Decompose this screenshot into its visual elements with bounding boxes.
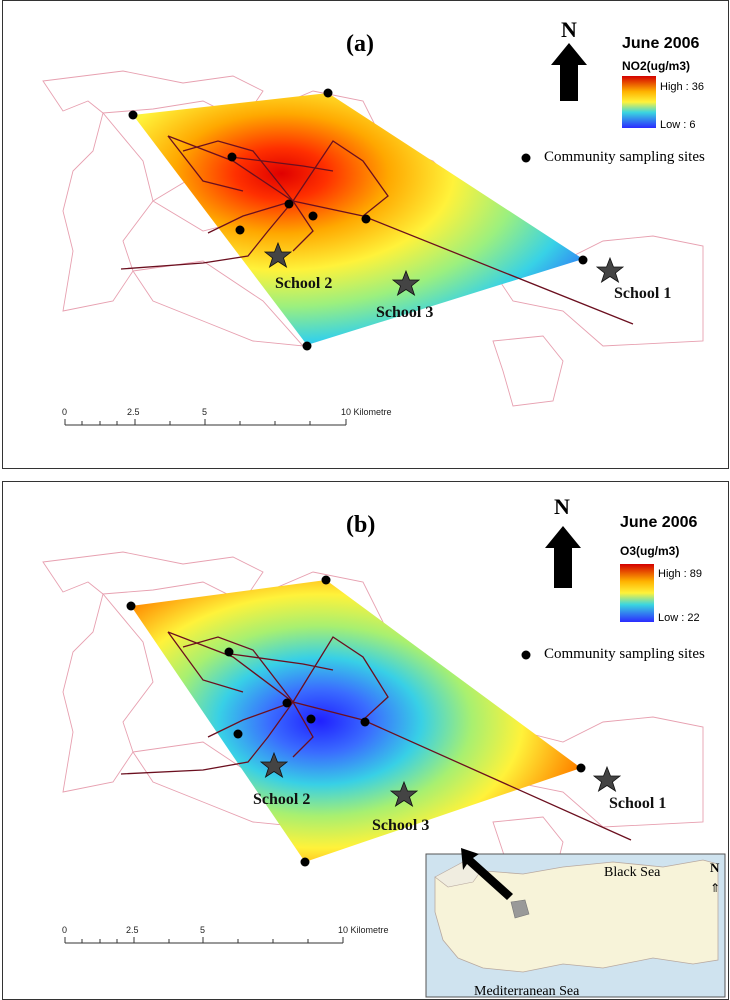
- sampling-site: [361, 214, 371, 224]
- north-letter: N: [561, 17, 577, 42]
- scale-tick-5: 5: [200, 925, 205, 935]
- sampling-site: [323, 88, 333, 98]
- panel-label-a: (a): [346, 31, 374, 57]
- legend-low: Low : 22: [658, 612, 700, 624]
- legend-color-ramp: [620, 564, 654, 622]
- sampling-site: [306, 714, 316, 724]
- sampling-sites: [128, 88, 588, 351]
- school-2-label: School 2: [275, 275, 332, 292]
- sampling-sites: [126, 575, 586, 867]
- sampling-site: [578, 255, 588, 265]
- school-3-label: School 3: [372, 817, 429, 834]
- sampling-site: [360, 717, 370, 727]
- inset-mediterranean-sea: Mediterranean Sea: [474, 984, 580, 999]
- sampling-site: [224, 647, 234, 657]
- sampling-site: [321, 575, 331, 585]
- scale-bar: [64, 419, 347, 426]
- scale-tick-2-5: 2.5: [127, 407, 140, 417]
- panel-label-b: (b): [346, 512, 376, 538]
- no2-interpolation-surface: [133, 93, 583, 345]
- scale-tick-10: 10 Kilometre: [341, 407, 392, 417]
- o3-interpolation-surface: [131, 580, 581, 862]
- sampling-site: [126, 601, 136, 611]
- legend-color-ramp: [622, 76, 656, 128]
- sampling-site: [282, 698, 292, 708]
- no2-map-svg: School 2 School 3 School 1 0 2.5 5 10 Ki…: [42, 43, 704, 426]
- sampling-site: [235, 225, 245, 235]
- map-panel-o3: School 2 School 3 School 1 Black Sea Med…: [2, 481, 729, 1000]
- legend-high: High : 89: [658, 568, 703, 580]
- north-arrow-icon: [551, 43, 587, 101]
- school-1-label: School 1: [609, 795, 666, 812]
- legend-sampling-site-symbol: [521, 153, 531, 163]
- district-boundaries: [42, 551, 704, 888]
- school-1-label: School 1: [614, 285, 671, 302]
- scale-bar: [64, 937, 344, 944]
- inset-arrow-icon: [461, 848, 513, 900]
- inset-map: [425, 848, 726, 998]
- school-1-star: [595, 256, 625, 283]
- road-network: [120, 135, 634, 325]
- school-2-label: School 2: [253, 791, 310, 808]
- inset-north-arrow-icon: ⇑: [710, 881, 720, 895]
- legend-variable: NO2(ug/m3): [622, 59, 691, 73]
- sampling-site: [308, 211, 318, 221]
- legend-sampling-sites: Community sampling sites: [544, 646, 705, 662]
- map-panel-no2: School 2 School 3 School 1 0 2.5 5 10 Ki…: [2, 0, 729, 469]
- sampling-site: [302, 341, 312, 351]
- sampling-site: [233, 729, 243, 739]
- sampling-site: [284, 199, 294, 209]
- legend-high: High : 36: [660, 81, 705, 93]
- inset-black-sea: Black Sea: [604, 865, 661, 880]
- sampling-site: [227, 152, 237, 162]
- legend-sampling-sites: Community sampling sites: [544, 149, 705, 165]
- road-network: [120, 631, 632, 841]
- school-2-star: [259, 751, 289, 778]
- legend-date: June 2006: [622, 35, 700, 52]
- school-3-star: [391, 269, 421, 296]
- inset-north-letter: N: [710, 860, 720, 875]
- scale-tick-5: 5: [202, 407, 207, 417]
- sampling-site: [128, 110, 138, 120]
- legend-date: June 2006: [620, 514, 698, 531]
- scale-tick-0: 0: [62, 407, 67, 417]
- scale-tick-0: 0: [62, 925, 67, 935]
- legend-variable: O3(ug/m3): [620, 544, 680, 558]
- o3-map-svg: School 2 School 3 School 1 Black Sea Med…: [42, 526, 726, 999]
- school-3-label: School 3: [376, 304, 433, 321]
- north-letter: N: [554, 494, 570, 519]
- school-2-star: [263, 241, 293, 268]
- sampling-site: [576, 763, 586, 773]
- scale-tick-2-5: 2.5: [126, 925, 139, 935]
- school-1-star: [592, 765, 622, 792]
- schools: [259, 751, 622, 807]
- north-arrow-icon: [545, 526, 581, 588]
- legend-sampling-site-symbol: [521, 650, 531, 660]
- legend-low: Low : 6: [660, 119, 696, 131]
- study-area-marker: [510, 899, 530, 919]
- sampling-site: [300, 857, 310, 867]
- scale-tick-10: 10 Kilometre: [338, 925, 389, 935]
- schools: [263, 241, 625, 296]
- school-3-star: [389, 780, 419, 807]
